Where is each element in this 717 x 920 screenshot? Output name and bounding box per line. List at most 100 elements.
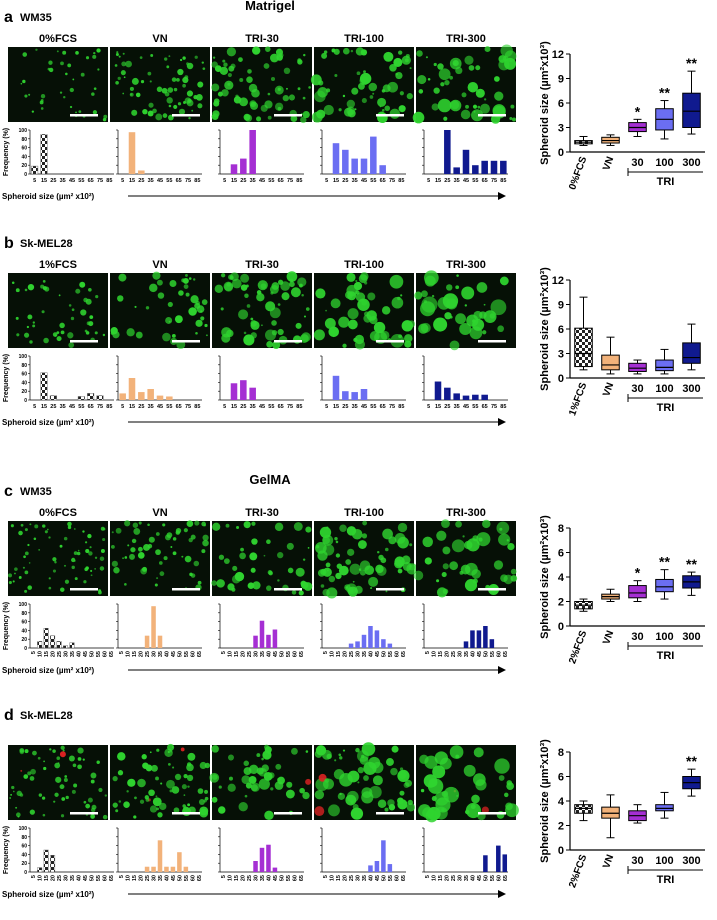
spheroid bbox=[197, 103, 203, 109]
spheroid bbox=[177, 68, 184, 76]
spheroid bbox=[391, 296, 404, 309]
spheroid bbox=[118, 55, 121, 58]
spheroid bbox=[423, 300, 428, 304]
hist-bar bbox=[63, 645, 69, 649]
spheroid bbox=[250, 784, 258, 792]
spheroid bbox=[266, 539, 271, 545]
spheroid bbox=[297, 59, 303, 65]
y-tick-label: 0 bbox=[24, 398, 27, 404]
spheroid bbox=[158, 561, 163, 565]
x-tick-label: 65 bbox=[197, 651, 203, 657]
spheroid bbox=[360, 49, 368, 56]
spheroid bbox=[477, 105, 481, 109]
spheroid bbox=[110, 544, 115, 549]
spheroid bbox=[92, 110, 98, 115]
cell-line: Sk-MEL28 bbox=[20, 710, 73, 722]
spheroid bbox=[164, 91, 170, 97]
spheroid bbox=[504, 792, 509, 798]
hist-y-label: Frequency (%) bbox=[3, 128, 10, 176]
spheroid bbox=[162, 332, 171, 342]
spheroid bbox=[502, 55, 509, 62]
spheroid bbox=[330, 298, 341, 309]
x-tick-label: 20 bbox=[445, 651, 451, 657]
spheroid bbox=[59, 751, 66, 758]
spheroid bbox=[342, 94, 346, 98]
spheroid bbox=[336, 563, 343, 569]
spheroid bbox=[354, 334, 365, 345]
spheroid bbox=[290, 287, 301, 298]
hist-bar bbox=[31, 165, 39, 175]
spheroid bbox=[112, 775, 118, 782]
x-tick-label: 55 bbox=[388, 651, 394, 657]
spheroid bbox=[59, 322, 65, 329]
spheroid bbox=[202, 539, 209, 547]
spheroid bbox=[361, 533, 368, 539]
spheroid bbox=[510, 568, 517, 575]
spheroid bbox=[167, 87, 174, 93]
spheroid bbox=[283, 67, 291, 75]
spheroid bbox=[123, 801, 130, 808]
spheroid bbox=[162, 113, 168, 118]
hist-bar bbox=[266, 634, 271, 648]
spheroid bbox=[250, 567, 256, 573]
spheroid bbox=[249, 552, 258, 561]
y-tick-label: 40 bbox=[21, 628, 27, 634]
spheroid bbox=[60, 330, 65, 335]
spheroid bbox=[212, 522, 221, 531]
spheroid bbox=[246, 304, 251, 308]
spheroid bbox=[377, 799, 387, 809]
hist-bar bbox=[502, 854, 508, 872]
spheroid bbox=[73, 528, 76, 530]
spheroid bbox=[193, 278, 196, 281]
spheroid bbox=[455, 313, 466, 325]
spheroid bbox=[127, 778, 135, 787]
spheroid bbox=[67, 521, 72, 527]
spheroid bbox=[233, 96, 242, 104]
spheroid bbox=[63, 536, 68, 541]
scale-bar bbox=[376, 812, 404, 815]
spheroid bbox=[145, 797, 150, 802]
spheroid bbox=[347, 308, 359, 320]
spheroid bbox=[416, 50, 423, 57]
spheroid bbox=[347, 319, 358, 330]
x-tick-label: 65 bbox=[482, 404, 488, 410]
significance: ** bbox=[686, 753, 697, 769]
spheroid bbox=[347, 548, 355, 556]
spheroid bbox=[476, 282, 488, 293]
spheroid bbox=[135, 331, 143, 339]
spheroid bbox=[98, 787, 103, 793]
hist-bar bbox=[77, 396, 85, 401]
spheroid bbox=[75, 111, 77, 114]
hist-bar bbox=[230, 164, 238, 174]
spheroid bbox=[368, 576, 379, 587]
x-tick-label: 65 bbox=[176, 178, 182, 184]
hist-bar bbox=[496, 845, 501, 872]
x-tick-label: 75 bbox=[97, 178, 103, 184]
scale-bar bbox=[376, 340, 404, 343]
x-tick-label: 60 bbox=[102, 875, 108, 881]
spheroid bbox=[65, 795, 69, 800]
spheroid bbox=[94, 568, 97, 570]
spheroid bbox=[422, 536, 433, 548]
box bbox=[655, 359, 674, 372]
spheroid bbox=[85, 298, 92, 305]
spheroid bbox=[315, 288, 326, 299]
x-tick-label: 30 bbox=[356, 875, 362, 881]
spheroid bbox=[65, 72, 68, 76]
spheroid bbox=[391, 745, 399, 753]
spheroid bbox=[325, 309, 327, 312]
spheroid bbox=[52, 557, 57, 562]
hist-bar bbox=[272, 629, 278, 648]
spheroid bbox=[75, 51, 79, 55]
spheroid bbox=[472, 318, 485, 331]
spheroid bbox=[63, 778, 68, 782]
x-tick-label: 45 bbox=[361, 404, 367, 410]
spheroid bbox=[92, 54, 97, 59]
scale-bar bbox=[274, 588, 302, 591]
spheroid bbox=[230, 272, 239, 281]
x-tick-label: 10 bbox=[330, 875, 336, 881]
spheroid bbox=[90, 814, 96, 819]
hist-bar bbox=[43, 849, 49, 873]
spheroid bbox=[47, 67, 51, 71]
spheroid bbox=[139, 799, 145, 804]
